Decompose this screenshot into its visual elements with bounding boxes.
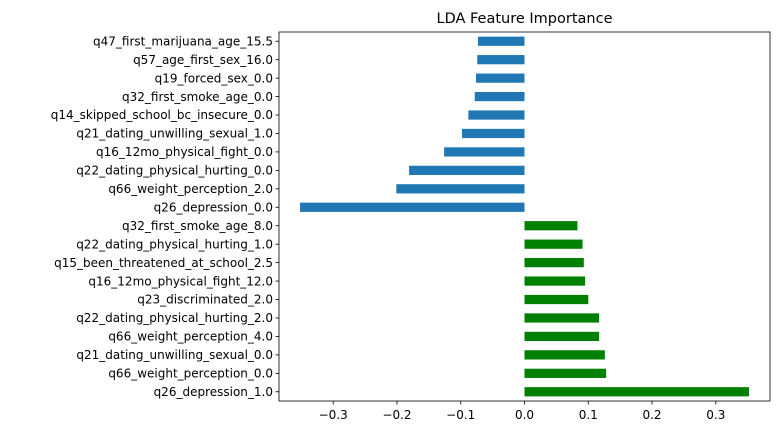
bar [524, 221, 578, 231]
bar [524, 313, 600, 323]
bar [524, 387, 749, 397]
x-tick-label: 0.3 [706, 408, 725, 422]
y-tick-label: q66_weight_perception_0.0 [108, 367, 273, 381]
bar [524, 350, 605, 360]
y-tick-label: q26_depression_0.0 [154, 200, 273, 214]
y-tick-label: q32_first_smoke_age_0.0 [122, 90, 273, 104]
y-tick-label: q21_dating_unwilling_sexual_0.0 [76, 348, 273, 362]
bar [477, 36, 525, 46]
y-tick-label: q21_dating_unwilling_sexual_1.0 [76, 127, 273, 141]
bar [396, 184, 525, 194]
bar [524, 276, 586, 286]
y-tick-label: q16_12mo_physical_fight_12.0 [88, 274, 273, 288]
bar [300, 202, 525, 212]
y-tick-label: q22_dating_physical_hurting_2.0 [76, 311, 273, 325]
bar [409, 165, 525, 175]
y-axis-ticks: q26_depression_1.0 q66_weight_perception_… [51, 34, 279, 399]
bar [524, 294, 589, 305]
bars [300, 36, 749, 397]
y-tick-label: q14_skipped_school_bc_insecure_0.0 [51, 108, 273, 122]
y-tick-label: q22_dating_physical_hurting_1.0 [76, 237, 273, 251]
y-tick-label: q66_weight_perception_4.0 [108, 330, 273, 344]
bar [468, 110, 525, 120]
y-tick-label: q23_discriminated_2.0 [137, 293, 273, 307]
y-tick-label: q19_forced_sex_0.0 [155, 71, 273, 85]
y-tick-label: q26_depression_1.0 [154, 385, 273, 399]
x-tick-label: 0.2 [642, 408, 661, 422]
y-tick-label: q47_first_marijuana_age_15.5 [93, 34, 273, 48]
y-tick-label: q32_first_smoke_age_8.0 [122, 219, 273, 233]
bar [462, 128, 525, 139]
y-tick-label: q57_age_first_sex_16.0 [133, 53, 273, 67]
plot-frame [278, 31, 771, 402]
y-tick-label: q22_dating_physical_hurting_0.0 [76, 164, 273, 178]
y-tick-label: q15_been_threatened_at_school_2.5 [54, 256, 273, 270]
bar [444, 147, 525, 157]
bar [477, 55, 525, 65]
y-tick-label: q66_weight_perception_2.0 [108, 182, 273, 196]
bar [476, 73, 525, 83]
x-tick-label: −0.1 [446, 408, 475, 422]
y-tick-label: q16_12mo_physical_fight_0.0 [96, 145, 273, 159]
bar [524, 331, 600, 342]
bar [524, 258, 584, 268]
chart-title: LDA Feature Importance [436, 11, 612, 27]
bar [524, 368, 607, 378]
x-tick-label: 0.0 [515, 408, 534, 422]
x-tick-label: 0.1 [579, 408, 598, 422]
bar [524, 239, 583, 249]
bar [474, 91, 525, 102]
x-axis-ticks: −0.3 −0.2 −0.1 0.0 0.1 0.2 0.3 [319, 401, 725, 422]
x-tick-label: −0.3 [319, 408, 348, 422]
x-tick-label: −0.2 [382, 408, 411, 422]
